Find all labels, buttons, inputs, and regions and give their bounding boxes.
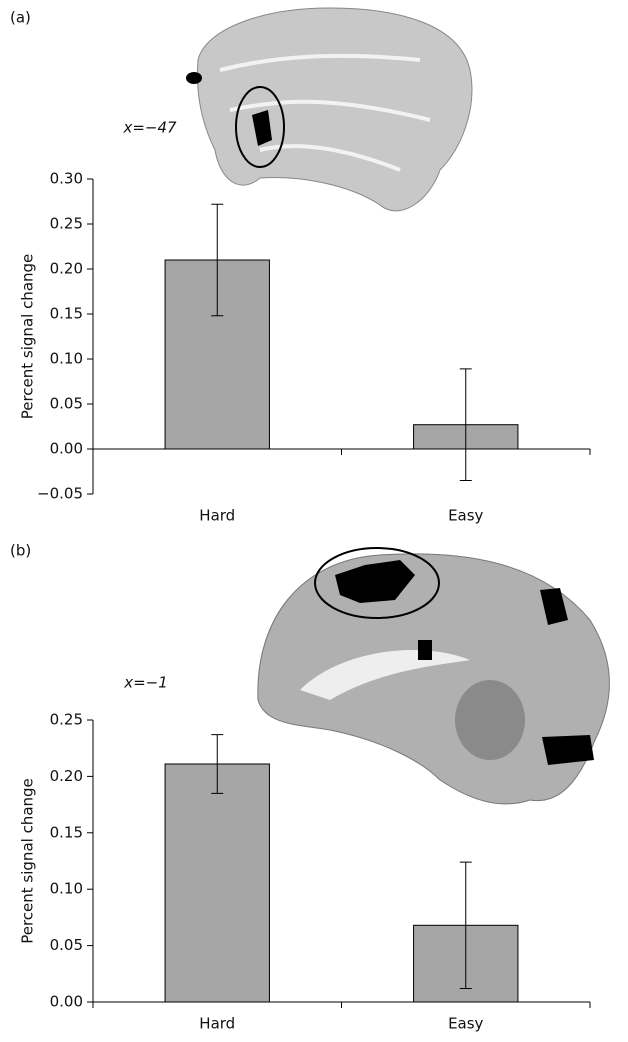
y-tick-label: 0.30 [50, 170, 83, 188]
brain-image-b [258, 548, 610, 804]
y-axis-label: Percent signal change [19, 254, 37, 420]
x-tick-label: Easy [448, 507, 483, 525]
panel-label: (b) [10, 542, 31, 560]
y-tick-label: 0.20 [50, 260, 83, 278]
y-tick-label: 0.20 [50, 767, 83, 785]
y-tick-label: 0.10 [50, 350, 83, 368]
brain-image-a [186, 8, 472, 211]
x-tick-label: Hard [199, 507, 235, 525]
figure: (a) x=−47 Percent signal change −0.05 0.00 0.… [0, 0, 628, 1042]
annotation: x=−47 [122, 119, 177, 137]
y-tick-label: 0.00 [50, 440, 83, 458]
y-tick-label: 0.15 [50, 823, 83, 841]
y-tick-label: 0.15 [50, 305, 83, 323]
y-axis-label: Percent signal change [19, 778, 37, 944]
y-tick-label: 0.00 [50, 993, 83, 1011]
y-tick-label: 0.10 [50, 880, 83, 898]
annotation: x=−1 [123, 674, 168, 692]
y-tick-label: 0.05 [50, 395, 83, 413]
y-tick-label: 0.25 [50, 711, 83, 729]
y-tick-label: 0.25 [50, 215, 83, 233]
y-tick-label: −0.05 [37, 485, 83, 503]
panel-label: (a) [10, 9, 31, 27]
x-tick-label: Easy [448, 1015, 483, 1033]
y-tick-label: 0.05 [50, 936, 83, 954]
bar [165, 764, 269, 1002]
x-tick-label: Hard [199, 1015, 235, 1033]
